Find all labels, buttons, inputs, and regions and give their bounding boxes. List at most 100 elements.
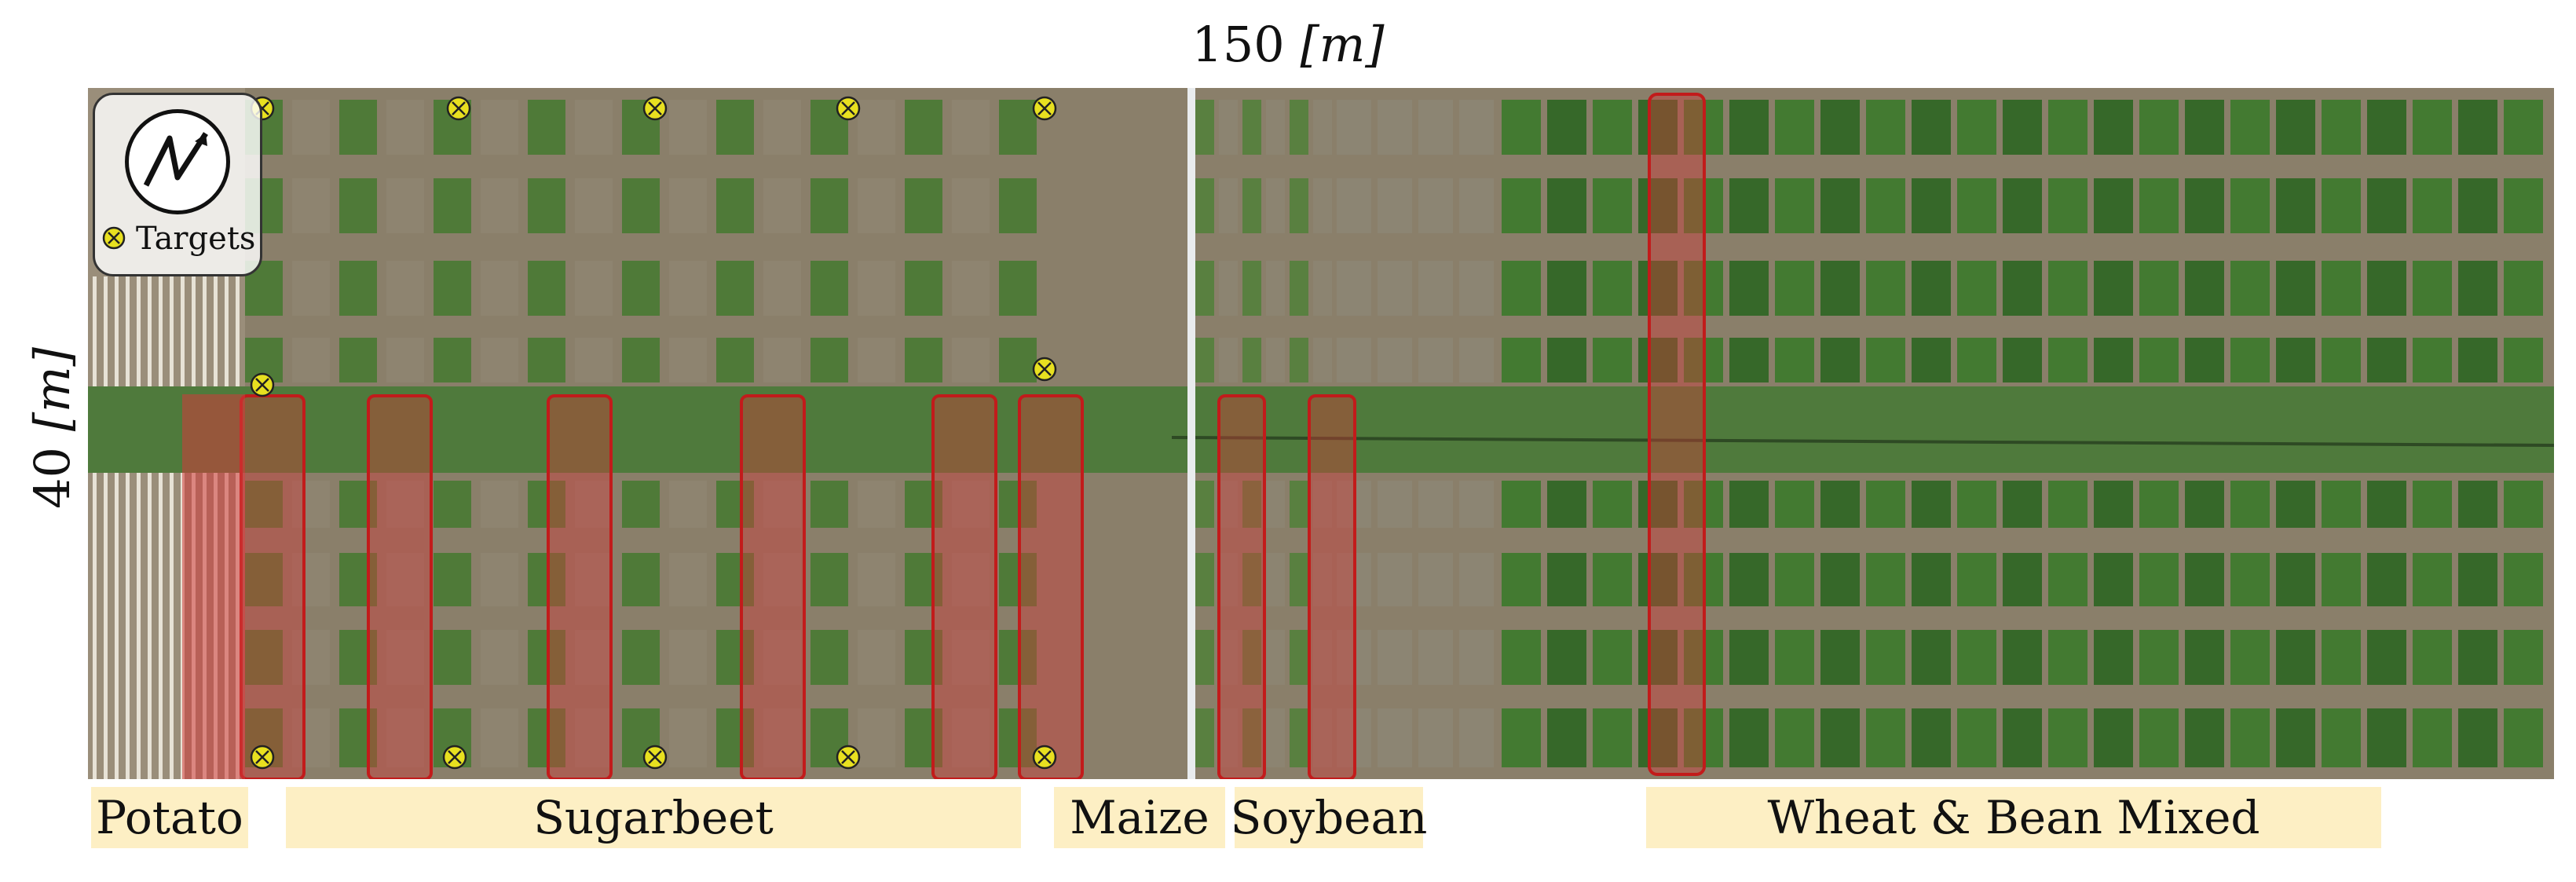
- crop-plot: [2230, 338, 2270, 382]
- crop-plot: [2458, 553, 2497, 606]
- crop-plot: [1290, 338, 1308, 382]
- crop-plot: [1459, 630, 1494, 685]
- crop-plot: [1093, 481, 1111, 528]
- potato-row: [170, 276, 174, 386]
- crop-plot: [1313, 630, 1332, 685]
- crop-plot: [2003, 553, 2042, 606]
- crop-plot: [1638, 338, 1678, 382]
- crop-plot: [481, 481, 518, 528]
- crop-plot: [1195, 261, 1214, 316]
- crop-plot: [1820, 630, 1860, 685]
- crop-plot: [952, 630, 990, 685]
- crop-plot: [2185, 553, 2224, 606]
- crop-plot: [2276, 261, 2315, 316]
- crop-plot: [669, 261, 707, 316]
- crop-plot: [2458, 178, 2497, 233]
- crop-plot: [1775, 338, 1814, 382]
- crop-plot: [2003, 178, 2042, 233]
- crop-plot: [1547, 708, 1586, 767]
- crop-plot: [1242, 261, 1261, 316]
- crop-plot: [1729, 338, 1769, 382]
- crop-plot: [1313, 553, 1332, 606]
- crop-plot: [858, 261, 895, 316]
- crop-plot: [1140, 178, 1158, 233]
- crop-plot: [999, 261, 1037, 316]
- target-marker-cross: [648, 750, 662, 764]
- crop-plot: [2230, 261, 2270, 316]
- width-value: 150: [1191, 16, 1285, 73]
- crop-plot: [1912, 261, 1951, 316]
- crop-plot: [2048, 553, 2088, 606]
- potato-row: [181, 276, 185, 386]
- crop-label-wheat-bean: Wheat & Bean Mixed: [1646, 787, 2381, 848]
- target-marker-cross: [841, 101, 855, 115]
- crop-plot: [2139, 178, 2179, 233]
- crop-plot: [1729, 553, 1769, 606]
- crop-plot: [810, 630, 848, 685]
- potato-row: [93, 276, 97, 386]
- crop-plot: [905, 178, 942, 233]
- crop-plot: [763, 708, 801, 767]
- crop-plot: [763, 553, 801, 606]
- crop-plot: [2230, 100, 2270, 155]
- tractor-track: [1171, 436, 2554, 447]
- crop-plot: [1337, 261, 1371, 316]
- crop-plot: [339, 178, 377, 233]
- crop-plot: [1164, 100, 1181, 155]
- crop-plot: [763, 630, 801, 685]
- crop-plot: [858, 630, 895, 685]
- crop-plot: [1242, 708, 1261, 767]
- crop-plot: [2458, 100, 2497, 155]
- potato-row: [148, 473, 152, 779]
- crop-plot: [1313, 481, 1332, 528]
- target-marker-cross: [648, 101, 662, 115]
- potato-row: [137, 276, 141, 386]
- crop-plot: [1547, 338, 1586, 382]
- potato-row: [126, 276, 130, 386]
- crop-plot: [2048, 481, 2088, 528]
- crop-plot: [1593, 178, 1632, 233]
- crop-plot: [2367, 100, 2406, 155]
- crop-plot: [669, 338, 707, 382]
- crop-plot: [763, 338, 801, 382]
- crop-plot: [1378, 100, 1412, 155]
- crop-plot: [2094, 100, 2133, 155]
- crop-plot: [2094, 553, 2133, 606]
- height-dimension: 40 [m]: [24, 347, 81, 509]
- highlight-region: [182, 394, 245, 779]
- crop-plot: [1195, 100, 1214, 155]
- crop-plot: [1266, 261, 1285, 316]
- crop-plot: [1957, 100, 1996, 155]
- crop-plot: [905, 553, 942, 606]
- crop-plot: [339, 338, 377, 382]
- crop-plot: [575, 553, 613, 606]
- crop-plot: [434, 630, 471, 685]
- height-value: 40: [24, 446, 81, 509]
- crop-plot: [905, 261, 942, 316]
- crop-plot: [1459, 481, 1494, 528]
- crop-plot: [1093, 178, 1111, 233]
- crop-plot: [2504, 708, 2543, 767]
- crop-plot: [1195, 708, 1214, 767]
- crop-plot: [716, 338, 754, 382]
- crop-plot: [716, 553, 754, 606]
- crop-plot: [1219, 100, 1238, 155]
- potato-row: [192, 276, 196, 386]
- crop-plot: [1195, 178, 1214, 233]
- crop-plot: [1593, 481, 1632, 528]
- crop-plot: [1502, 178, 1541, 233]
- crop-plot: [1418, 338, 1453, 382]
- crop-plot: [2185, 338, 2224, 382]
- crop-plot: [1093, 338, 1111, 382]
- crop-plot: [2413, 261, 2452, 316]
- potato-row: [115, 276, 119, 386]
- crop-plot: [1593, 261, 1632, 316]
- crop-plot: [2139, 481, 2179, 528]
- crop-plot: [1459, 178, 1494, 233]
- crop-plot: [2367, 338, 2406, 382]
- target-marker-cross: [452, 101, 466, 115]
- crop-plot: [2504, 178, 2543, 233]
- crop-plot: [2094, 481, 2133, 528]
- crop-plot: [1459, 708, 1494, 767]
- crop-plot: [2367, 261, 2406, 316]
